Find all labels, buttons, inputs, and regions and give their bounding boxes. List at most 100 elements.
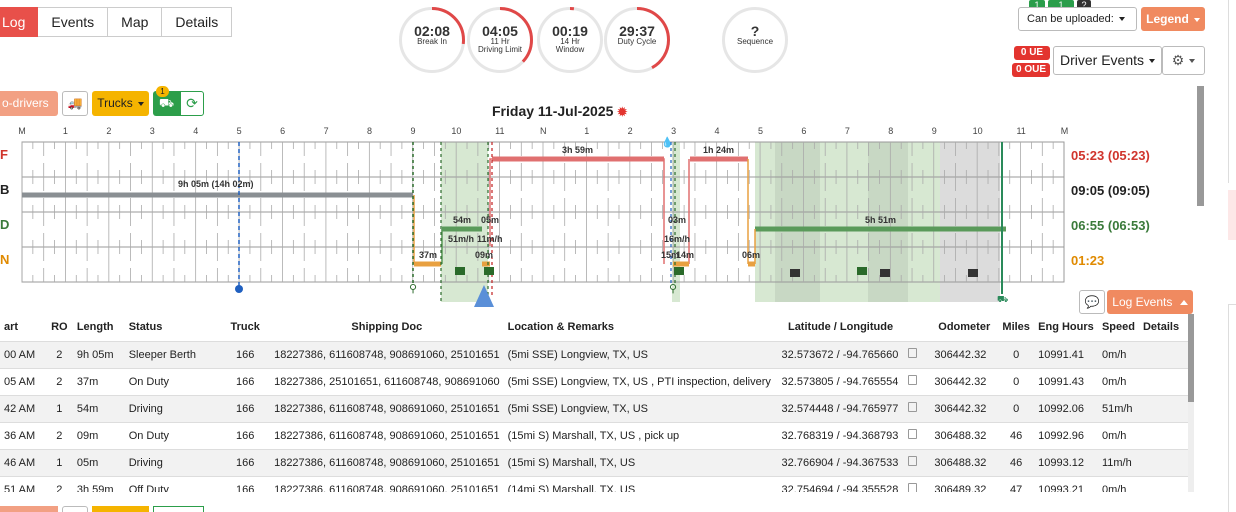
table-cell: 1 <box>45 448 73 476</box>
window-label-1: 14 Hr <box>560 37 580 46</box>
table-row[interactable]: 05 AM 2 37m On Duty 166 18227386, 25101651, 6… <box>0 367 1188 395</box>
table-cell: 51 AM <box>0 475 46 492</box>
page-scrollbar-thumb[interactable] <box>1197 86 1204 206</box>
driving-1-duration-label: 54m <box>453 215 472 225</box>
upload-select[interactable]: Can be uploaded: <box>1018 7 1137 31</box>
column-header[interactable]: Speed <box>1101 321 1135 334</box>
side-panel-edge <box>1228 0 1236 183</box>
camera-icon[interactable] <box>880 269 890 277</box>
table-cell: On Duty <box>124 367 221 395</box>
truck-icon: 🚚 <box>67 96 83 110</box>
copy-icon[interactable] <box>903 367 931 395</box>
row-label-sleeper: B <box>0 182 10 197</box>
driving-limit-label-1: 11 Hr <box>490 37 510 46</box>
column-header[interactable] <box>904 314 931 341</box>
table-cell: 46 AM <box>0 448 46 476</box>
truck-view-button-bottom[interactable] <box>62 506 88 512</box>
table-cell: (15mi S) Marshall, TX, US <box>503 448 778 476</box>
comment-icon: 💬 <box>1084 295 1100 309</box>
table-cell: 0m/h <box>1097 340 1139 368</box>
log-events-toggle[interactable]: Log Events <box>1107 290 1193 314</box>
table-cell: 166 <box>220 421 271 449</box>
table-row[interactable]: 42 AM 1 54m Driving 166 18227386, 611608748, … <box>0 394 1188 422</box>
column-header[interactable]: Location & Remarks <box>507 321 614 334</box>
column-header[interactable]: Odometer <box>938 321 991 334</box>
table-row[interactable]: 00 AM 2 9h 05m Sleeper Berth 166 18227386, 61… <box>0 340 1188 368</box>
table-cell: 306488.32 <box>930 448 999 476</box>
table-cell: 32.573805 / -94.765554 <box>777 367 904 395</box>
co-drivers-button[interactable]: o-drivers <box>0 91 58 131</box>
column-header[interactable]: Truck <box>230 321 260 334</box>
table-cell: 2 <box>45 421 73 449</box>
column-header[interactable]: art <box>4 321 19 334</box>
column-header[interactable]: Status <box>128 321 163 334</box>
trucks-button-bottom[interactable] <box>92 506 149 512</box>
document-icon[interactable] <box>674 267 684 275</box>
column-header[interactable]: Shipping Doc <box>351 321 423 334</box>
tab-map[interactable]: Map <box>108 7 163 37</box>
location-key-icon[interactable]: ⚲ <box>669 283 677 295</box>
document-icon[interactable] <box>455 267 465 275</box>
column-header[interactable]: Length <box>76 321 114 334</box>
settings-dropdown-button[interactable]: ⚙ <box>1162 46 1205 75</box>
trucks-button[interactable]: Trucks <box>92 91 149 116</box>
driving-limit-label-2: Driving Limit <box>477 45 522 54</box>
table-cell: 0m/h <box>1097 367 1139 395</box>
copy-icon[interactable] <box>903 340 931 368</box>
copy-icon[interactable] <box>903 475 931 492</box>
camera-icon[interactable] <box>968 269 978 277</box>
table-cell: 00 AM <box>0 340 46 368</box>
window-dial: 00:19 14 Hr Window <box>537 7 603 73</box>
side-panel-edge <box>1228 304 1236 512</box>
table-cell: 10992.06 <box>1034 394 1098 422</box>
column-header[interactable]: Eng Hours <box>1038 321 1094 334</box>
column-header[interactable]: Latitude / Longitude <box>787 321 894 334</box>
table-row[interactable]: 36 AM 2 09m On Duty 166 18227386, 611608748, … <box>0 421 1188 449</box>
table-cell: On Duty <box>124 421 221 449</box>
copy-icon[interactable] <box>903 421 931 449</box>
vehicle-buttons-bottom[interactable] <box>153 506 204 512</box>
tab-log[interactable]: Log <box>0 7 39 37</box>
table-row[interactable]: 51 AM 2 3h 59m Off Duty 166 18227386, 6116087… <box>0 475 1188 492</box>
driving-3-speed-label: 16m/h <box>664 234 691 244</box>
table-cell: 32.754694 / -94.355528 <box>777 475 904 492</box>
co-drivers-button-bottom[interactable] <box>0 506 58 512</box>
driving-1b-duration-label: 05m <box>481 215 500 225</box>
truck-view-button[interactable]: 🚚 <box>62 91 88 116</box>
location-key-icon[interactable]: ⚲ <box>409 283 417 295</box>
refresh-button[interactable]: ⟳ <box>180 91 204 116</box>
table-cell: 2 <box>45 367 73 395</box>
tab-events[interactable]: Events <box>38 7 109 37</box>
driver-events-select[interactable]: Driver Events <box>1053 46 1162 75</box>
table-row[interactable]: 46 AM 1 05m Driving 166 18227386, 611608748, … <box>0 448 1188 476</box>
camera-icon[interactable] <box>790 269 800 277</box>
event-marker-dot[interactable] <box>235 285 243 293</box>
table-cell: 306488.32 <box>930 421 999 449</box>
column-header[interactable]: Miles <box>1002 321 1030 334</box>
table-cell: 36 AM <box>0 421 46 449</box>
hour-label: 9 <box>931 126 937 136</box>
table-cell: 166 <box>220 448 271 476</box>
chevron-down-icon <box>1193 17 1200 22</box>
window-time: 00:19 <box>552 23 588 39</box>
table-cell: 306442.32 <box>930 340 999 368</box>
copy-icon[interactable] <box>903 448 931 476</box>
window-progress-ring <box>537 7 603 73</box>
table-cell: 18227386, 611608748, 908691060, 25101651 <box>270 421 504 449</box>
column-header[interactable]: RO <box>51 321 68 334</box>
current-position-marker-icon[interactable] <box>474 285 494 307</box>
copy-icon[interactable] <box>903 394 931 422</box>
table-scrollbar[interactable] <box>1188 314 1194 492</box>
chevron-up-icon <box>1179 300 1188 306</box>
legend-button[interactable]: Legend <box>1141 7 1205 31</box>
document-icon[interactable] <box>857 267 867 275</box>
column-header[interactable]: Details <box>1142 321 1180 334</box>
document-icon[interactable] <box>484 267 494 275</box>
off-duty-1-duration-label: 3h 59m <box>562 145 594 155</box>
table-cell: 18227386, 611608748, 908691060, 25101651 <box>270 394 504 422</box>
total-driving: 06:55 (06:53) <box>1071 218 1150 233</box>
hour-label: 3 <box>671 126 677 136</box>
tab-details[interactable]: Details <box>162 7 233 37</box>
table-scrollbar-thumb[interactable] <box>1188 314 1194 402</box>
comment-button[interactable]: 💬 <box>1079 290 1105 314</box>
